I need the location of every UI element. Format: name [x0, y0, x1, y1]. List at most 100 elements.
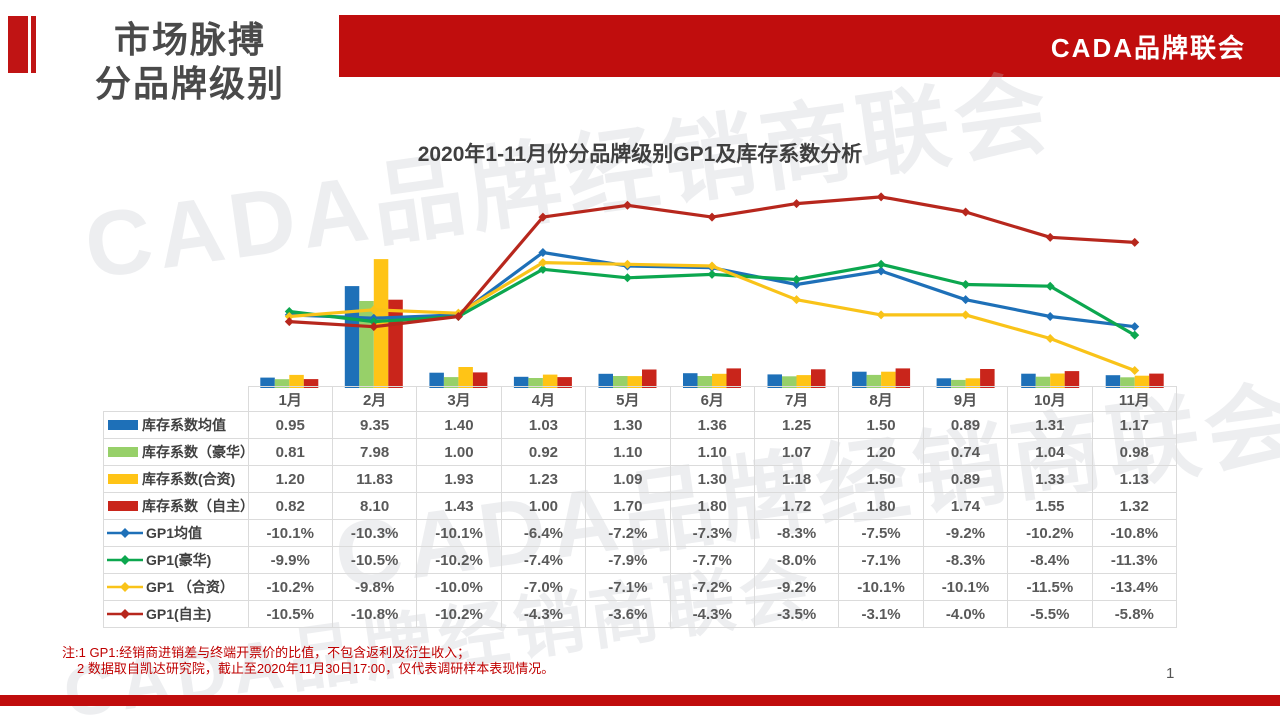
- bar: [359, 301, 374, 388]
- table-value-cell: 1.10: [585, 438, 671, 466]
- data-point-marker: [876, 259, 886, 269]
- data-point-marker: [1130, 322, 1140, 332]
- bar: [458, 367, 473, 388]
- bar: [782, 376, 797, 388]
- table-value-cell: -9.9%: [247, 546, 333, 574]
- table-value-cell: -8.4%: [1007, 546, 1093, 574]
- table-value-cell: 0.98: [1091, 438, 1178, 466]
- data-point-marker: [622, 200, 632, 210]
- data-point-marker: [538, 264, 548, 274]
- bar: [936, 378, 952, 388]
- table-value-cell: 9.35: [331, 411, 418, 439]
- table-value-cell: -7.2%: [585, 519, 671, 547]
- table-row: 库存系数均值 0.95 9.35 1.40 1.03 1.30 1.36 1.25 1.50 0.…: [103, 411, 1178, 439]
- bar: [697, 376, 712, 388]
- month-header-cell: 9月: [922, 386, 1009, 412]
- page-number: 1: [1166, 665, 1175, 682]
- table-value-cell: 1.40: [416, 411, 502, 439]
- table-value-cell: 1.30: [669, 465, 755, 493]
- table-value-cell: -8.3%: [922, 546, 1009, 574]
- series-label: 库存系数（自主）: [142, 498, 254, 514]
- table-value-cell: -13.4%: [1091, 573, 1178, 601]
- table-value-cell: 1.23: [500, 465, 587, 493]
- data-point-marker: [284, 317, 294, 327]
- table-value-cell: -10.0%: [416, 573, 502, 601]
- bar: [1105, 375, 1121, 388]
- bar: [472, 372, 488, 388]
- data-point-marker: [792, 280, 802, 290]
- bar: [980, 369, 995, 388]
- bar: [1149, 373, 1164, 388]
- bar: [895, 368, 911, 388]
- series-label: GP1 （合资）: [146, 579, 234, 595]
- series-label-cell: GP1 （合资）: [103, 573, 249, 601]
- data-point-marker: [792, 274, 802, 284]
- table-value-cell: 1.07: [753, 438, 840, 466]
- table-row: GP1均值 -10.1% -10.3% -10.1% -6.4% -7.2% -7.3% -8…: [103, 519, 1178, 547]
- table-value-cell: -7.5%: [838, 519, 924, 547]
- table-value-cell: 1.10: [669, 438, 755, 466]
- table-row: GP1 （合资） -10.2% -9.8% -10.0% -7.0% -7.1% -7.2%…: [103, 573, 1178, 601]
- data-point-marker: [876, 192, 886, 202]
- bar: [289, 374, 304, 388]
- table-body: 库存系数均值 0.95 9.35 1.40 1.03 1.30 1.36 1.25 1.50 0.…: [103, 411, 1178, 628]
- bar: [513, 376, 529, 388]
- brand-name: CADA品牌联会: [1050, 32, 1246, 63]
- series-label: GP1(自主): [146, 606, 212, 622]
- table-value-cell: 0.89: [922, 465, 1009, 493]
- bar: [726, 368, 741, 388]
- table-value-cell: 1.32: [1091, 492, 1178, 520]
- table-value-cell: -4.0%: [922, 600, 1009, 628]
- table-value-cell: 1.70: [585, 492, 671, 520]
- series-label-cell: GP1(自主): [103, 600, 249, 628]
- bar: [642, 369, 657, 388]
- legend-bar-swatch-icon: [108, 474, 138, 484]
- legend-bar-swatch-icon: [108, 420, 138, 430]
- bar: [274, 379, 290, 388]
- table-value-cell: -7.1%: [585, 573, 671, 601]
- bar: [881, 371, 896, 389]
- bar: [373, 259, 389, 388]
- month-header-cell: 10月: [1007, 386, 1093, 412]
- data-point-marker: [1130, 330, 1140, 340]
- table-value-cell: -9.2%: [753, 573, 840, 601]
- table-value-cell: -10.2%: [416, 600, 502, 628]
- table-value-cell: -3.6%: [585, 600, 671, 628]
- table-value-cell: -7.4%: [500, 546, 587, 574]
- data-point-marker: [538, 247, 548, 257]
- left-accent-bar: [31, 16, 36, 73]
- data-point-marker: [961, 295, 971, 305]
- bar: [866, 374, 882, 388]
- bar: [1134, 375, 1150, 388]
- data-point-marker: [1045, 281, 1055, 291]
- series-label: 库存系数(合资): [142, 471, 236, 487]
- series-label-cell: GP1(豪华): [103, 546, 249, 574]
- bar: [767, 374, 782, 388]
- month-header-cell: 1月: [247, 386, 333, 412]
- table-value-cell: -10.1%: [247, 519, 333, 547]
- series-label-cell: 库存系数均值: [103, 411, 249, 439]
- table-value-cell: -10.2%: [247, 573, 333, 601]
- bar: [1021, 373, 1036, 388]
- footnote-line1: 注:1 GP1:经销商进销差与终端开票价的比值，不包含返利及衍生收入；: [62, 645, 471, 660]
- table-value-cell: -11.5%: [1007, 573, 1093, 601]
- table-value-cell: -7.1%: [838, 546, 924, 574]
- series-label-cell: 库存系数（自主）: [103, 492, 254, 520]
- data-point-marker: [792, 295, 802, 305]
- page-title: 市场脉搏 分品牌级别: [40, 18, 340, 106]
- data-point-marker: [707, 269, 717, 279]
- table-value-cell: -11.3%: [1091, 546, 1178, 574]
- table-value-cell: 1.36: [669, 411, 755, 439]
- data-point-marker: [538, 212, 548, 222]
- data-point-marker: [961, 310, 971, 320]
- series-label-cell: 库存系数（豪华）: [103, 438, 254, 466]
- table-value-cell: 1.25: [753, 411, 840, 439]
- table-value-cell: 1.72: [753, 492, 840, 520]
- bar: [429, 372, 444, 388]
- table-value-cell: -10.3%: [331, 519, 418, 547]
- series-label-cell: 库存系数(合资): [103, 465, 249, 493]
- table-value-cell: -10.2%: [1007, 519, 1093, 547]
- bar: [528, 378, 543, 388]
- table-value-cell: -8.3%: [753, 519, 840, 547]
- data-point-marker: [707, 212, 717, 222]
